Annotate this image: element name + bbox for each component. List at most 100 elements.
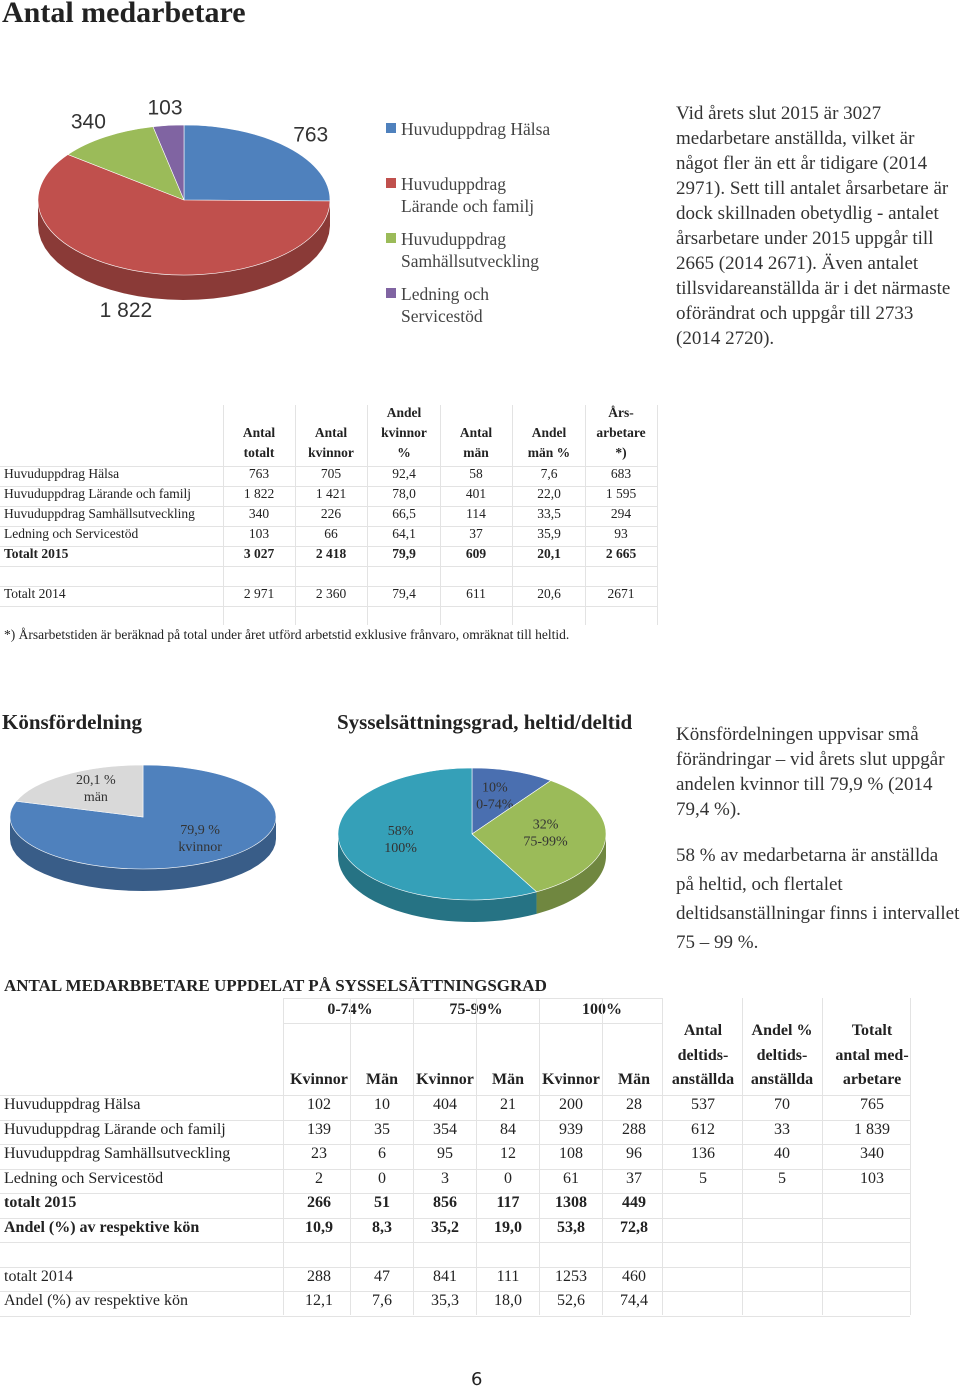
table-cell: 340 <box>860 1145 884 1162</box>
table-cell: 74,4 <box>620 1292 648 1309</box>
table-cell: 103 <box>860 1169 884 1187</box>
data-label-category: 0-74% <box>476 797 514 812</box>
table-header: Antal <box>242 425 276 440</box>
legend-swatch <box>386 178 396 188</box>
table-cell: 1308 <box>555 1194 587 1211</box>
table-header: Andel <box>531 425 567 440</box>
table-cell: 1253 <box>555 1267 587 1285</box>
legend-swatch <box>386 123 396 133</box>
paragraph: 58 % av medarbetarna är anställda på hel… <box>676 845 960 953</box>
table-rule <box>476 998 477 1315</box>
table-header: Totalt <box>851 1022 893 1039</box>
table-header: Antal <box>314 425 348 440</box>
legend-swatch <box>386 233 396 243</box>
table-header: kvinnor <box>308 445 354 460</box>
table-rule <box>0 606 657 607</box>
table-rule <box>0 1242 910 1243</box>
table-header: män <box>463 445 489 460</box>
table-cell: 3 027 <box>243 546 275 561</box>
table-row-label: Totalt 2014 <box>4 586 66 601</box>
data-label: 32% 75-99% <box>523 817 568 849</box>
table-rule <box>0 486 657 487</box>
table-header: anställda <box>671 1071 735 1088</box>
table-rule <box>0 1217 910 1219</box>
chart-title: Sysselsättningsgrad, heltid/deltid <box>337 710 633 734</box>
table-cell: 841 <box>433 1267 457 1285</box>
table-cell: 939 <box>559 1120 583 1138</box>
table-cell: 37 <box>626 1169 642 1187</box>
table-cell: 449 <box>622 1194 646 1211</box>
pie-slice <box>152 124 185 201</box>
table-cell: 460 <box>622 1267 646 1285</box>
table-row-label: Huvuduppdrag Samhällsutveckling <box>4 1145 231 1162</box>
table-rule <box>223 405 224 625</box>
table-group: 0-74% <box>327 1001 373 1018</box>
table-header: arbetare <box>842 1071 902 1088</box>
table-cell: 856 <box>433 1194 457 1211</box>
table-cell: 294 <box>610 506 632 521</box>
table-cell: 401 <box>465 486 487 501</box>
table-cell: 19,0 <box>494 1218 522 1236</box>
table-header: kvinnor <box>381 425 427 440</box>
table-title: ANTAL MEDARBBETARE UPPDELAT PÅ SYSSELSÄT… <box>4 976 547 995</box>
table-cell: 2 971 <box>243 586 275 601</box>
page-title: Antal medarbetare <box>2 0 246 29</box>
table-cell: 2 360 <box>315 586 347 601</box>
table-row-label: Huvuduppdrag Lärande och familj <box>4 486 192 501</box>
table-rule <box>0 526 657 527</box>
table-header: antal med- <box>835 1046 909 1064</box>
pie-slice <box>67 126 185 201</box>
table-cell: 765 <box>860 1096 884 1113</box>
pie-slice <box>471 780 607 893</box>
table-cell: 0 <box>504 1169 512 1187</box>
legend-swatch <box>386 288 396 298</box>
charts: 763 1 822 340 103 79,9 % kvinnor 20,1 % män 10% 0… <box>9 97 607 922</box>
table-rule <box>283 998 662 999</box>
table-rule <box>0 566 657 567</box>
table-cell: 114 <box>466 506 486 521</box>
table-header: % <box>397 445 411 460</box>
table-cell: 35,9 <box>537 526 561 541</box>
table-cell: 609 <box>465 546 487 561</box>
table-cell: 20,6 <box>537 586 561 601</box>
table-cell: 763 <box>248 466 270 481</box>
table-cell: 288 <box>307 1267 331 1285</box>
chart-title: Könsfördelning <box>2 710 143 734</box>
table-header: Antal <box>683 1022 723 1039</box>
table-cell: 12,1 <box>305 1292 333 1309</box>
table-cell: 66 <box>324 526 338 541</box>
table-group: 75-99% <box>449 1001 503 1018</box>
data-label: 79,9 % kvinnor <box>178 823 222 855</box>
pie-slice <box>37 154 331 276</box>
table-cell: 35 <box>374 1120 390 1138</box>
table-cell: 64,1 <box>392 526 416 541</box>
data-label: 103 <box>147 97 182 120</box>
table-cell: 61 <box>563 1169 579 1187</box>
table-rule <box>0 1095 910 1096</box>
table-header: Kvinnor <box>416 1071 474 1088</box>
table-cell: 226 <box>320 506 342 521</box>
table-rule <box>367 405 368 625</box>
paragraph: Könsfördelningen uppvisar små förändring… <box>676 724 945 820</box>
table-rule <box>0 1144 910 1145</box>
table-rule <box>0 506 657 507</box>
data-label-category: kvinnor <box>178 840 222 855</box>
table-header: Män <box>492 1071 524 1088</box>
table-cell: 537 <box>691 1096 715 1113</box>
table-row-label: Ledning och Servicestöd <box>4 526 139 541</box>
table-cell: 2 665 <box>605 546 637 561</box>
table-rule <box>413 998 414 1315</box>
table-cell: 70 <box>774 1096 790 1113</box>
table-cell: 18,0 <box>494 1292 522 1309</box>
table-cell: 2 418 <box>315 546 347 561</box>
table-cell: 8,3 <box>372 1218 392 1236</box>
table-header: Års- <box>608 405 634 420</box>
table-cell: 612 <box>691 1120 715 1138</box>
table-cell: 78,0 <box>392 486 416 501</box>
table-cell: 139 <box>307 1120 331 1138</box>
table-row-label: Totalt 2015 <box>4 546 69 561</box>
table-header: deltids- <box>677 1046 729 1064</box>
table-rule <box>657 405 658 625</box>
data-label: 1 822 <box>100 299 153 322</box>
table-cell: 79,9 <box>392 546 416 561</box>
